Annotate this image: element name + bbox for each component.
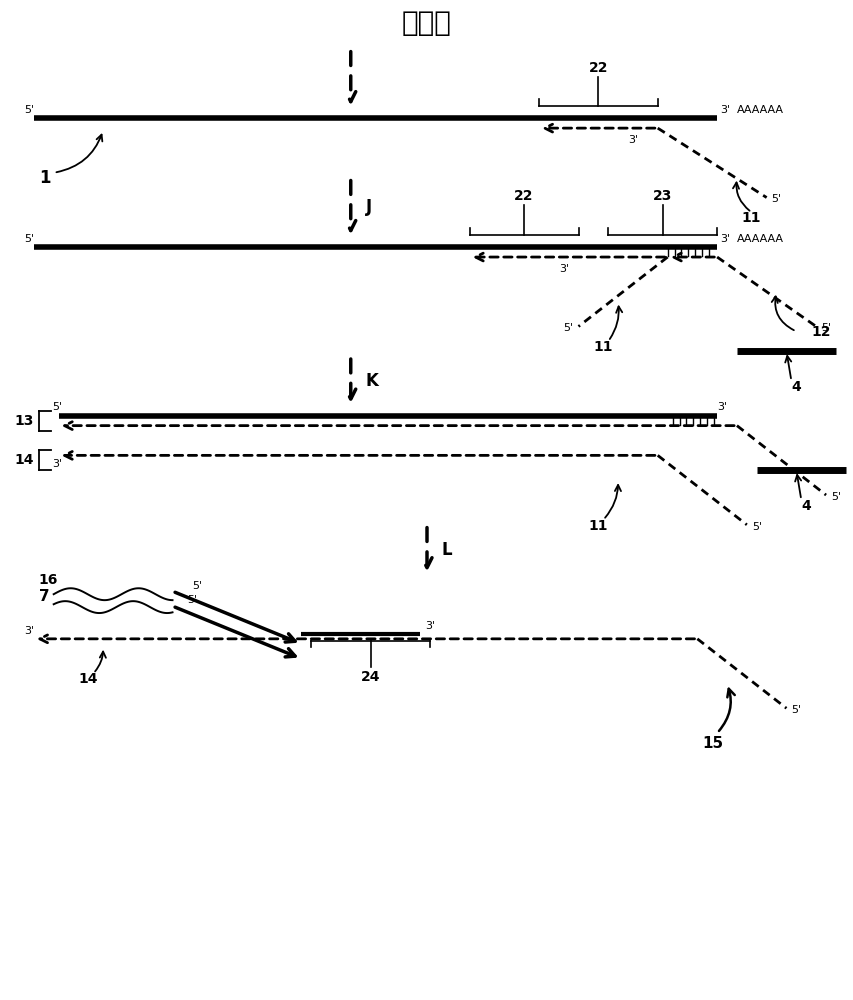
Text: 15: 15	[701, 736, 722, 751]
Text: 5': 5'	[820, 323, 830, 333]
Text: 5': 5'	[751, 522, 761, 532]
Text: 5': 5'	[24, 234, 34, 244]
Text: 11: 11	[593, 340, 612, 354]
Text: 3': 3'	[425, 621, 435, 631]
Text: 7: 7	[38, 589, 49, 604]
Text: K: K	[365, 372, 378, 390]
Text: 13: 13	[15, 414, 34, 428]
Text: 3': 3'	[719, 105, 729, 115]
Text: 5': 5'	[192, 581, 202, 591]
Text: 11: 11	[741, 211, 761, 225]
Text: 4: 4	[791, 380, 800, 394]
Text: 5': 5'	[791, 705, 801, 715]
Text: 24: 24	[360, 670, 380, 684]
Text: 3': 3'	[719, 234, 729, 244]
Text: 22: 22	[588, 61, 607, 75]
Text: 5': 5'	[187, 595, 197, 605]
Text: 16: 16	[38, 573, 58, 587]
Text: 12: 12	[810, 325, 830, 339]
Text: 5': 5'	[52, 402, 61, 412]
Text: 3': 3'	[558, 264, 568, 274]
Text: 14: 14	[78, 672, 98, 686]
Text: 1: 1	[38, 169, 50, 187]
Text: 5': 5'	[771, 194, 780, 204]
Text: 3': 3'	[52, 459, 61, 469]
Text: AAAAAA: AAAAAA	[736, 234, 783, 244]
Text: J: J	[365, 198, 371, 216]
Text: 14: 14	[15, 453, 34, 467]
Text: 3': 3'	[627, 135, 637, 145]
Text: 5': 5'	[24, 105, 34, 115]
Text: 5': 5'	[563, 323, 573, 333]
Text: 裂解物: 裂解物	[402, 9, 451, 37]
Text: L: L	[441, 541, 452, 559]
Text: 5': 5'	[830, 492, 840, 502]
Text: 3': 3'	[717, 402, 727, 412]
Text: 22: 22	[514, 189, 533, 203]
Text: 11: 11	[588, 519, 607, 533]
Text: AAAAAA: AAAAAA	[736, 105, 783, 115]
Text: 4: 4	[800, 499, 810, 513]
Text: 3': 3'	[24, 626, 34, 636]
Text: 23: 23	[653, 189, 671, 203]
